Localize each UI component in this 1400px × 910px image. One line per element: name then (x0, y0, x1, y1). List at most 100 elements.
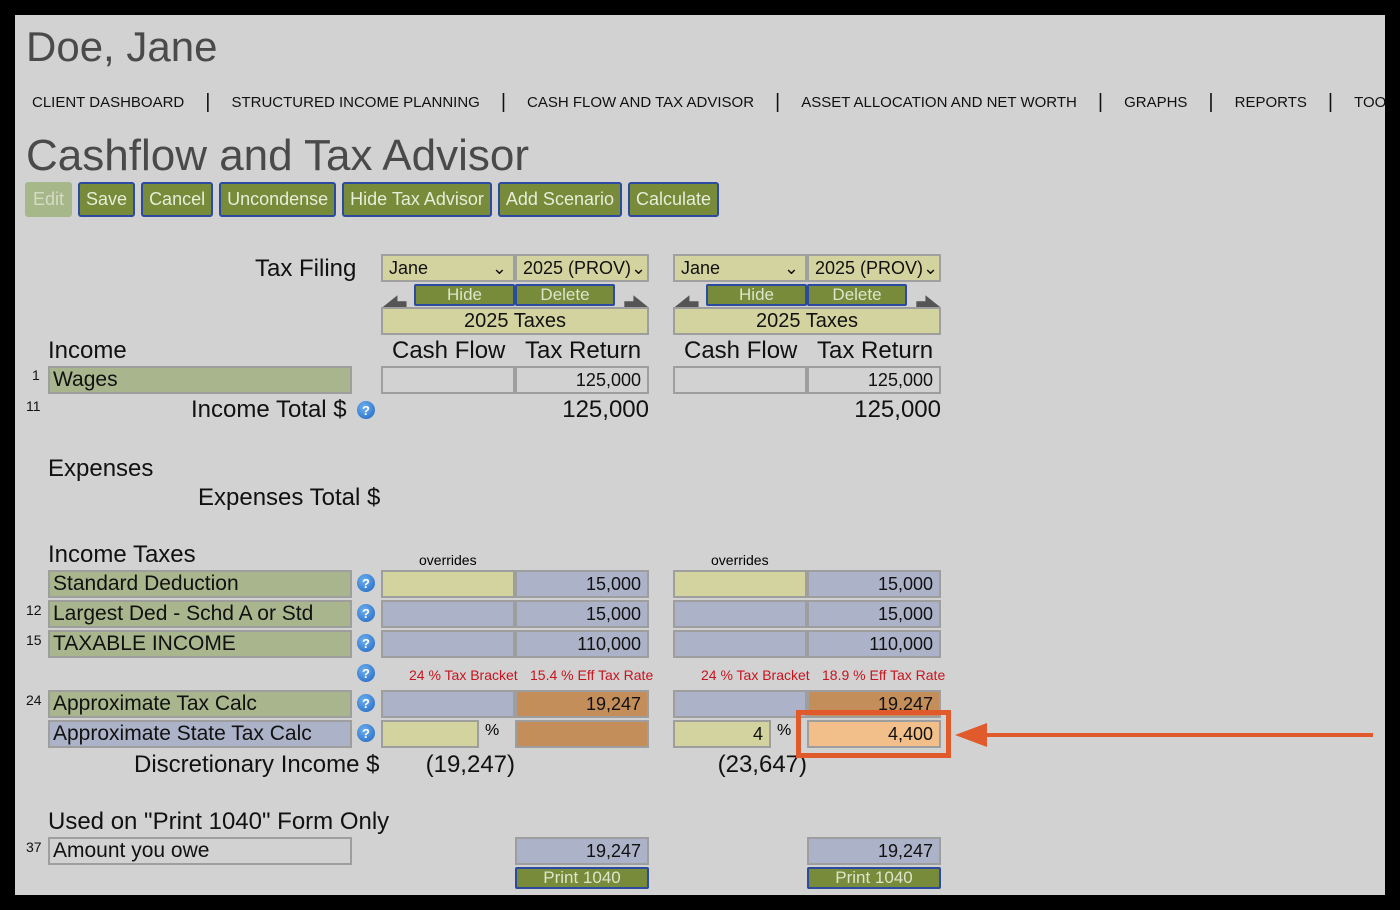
amount-owe-label: Amount you owe (48, 837, 352, 865)
approx-tax-label: Approximate Tax Calc (48, 690, 352, 718)
nav-item[interactable]: REPORTS (1234, 94, 1307, 111)
largest-ded-cash[interactable] (381, 600, 515, 628)
income-total-value: 125,000 (562, 396, 649, 423)
state-tax-value[interactable]: 4,400 (807, 720, 941, 748)
scenario-header: 2025 Taxes (673, 307, 941, 335)
print-1040-button[interactable]: Print 1040 (515, 867, 649, 889)
callout-arrow-icon (955, 723, 1373, 747)
largest-ded-value[interactable]: 15,000 (515, 600, 649, 628)
largest-ded-cash[interactable] (673, 600, 807, 628)
print-1040-button[interactable]: Print 1040 (807, 867, 941, 889)
chevron-down-icon: ⌄ (923, 257, 939, 278)
cancel-button[interactable]: Cancel (141, 182, 214, 217)
overrides-label: overrides (711, 552, 769, 568)
scenario-header: 2025 Taxes (381, 307, 649, 335)
state-tax-pct-input[interactable] (381, 720, 479, 748)
taxable-cash[interactable] (381, 630, 515, 658)
tax-filing-label: Tax Filing (255, 255, 357, 282)
chevron-down-icon: ⌄ (631, 257, 647, 278)
uncondense-button[interactable]: Uncondense (219, 182, 337, 217)
hide-button[interactable]: Hide (706, 284, 807, 306)
taxable-cash[interactable] (673, 630, 807, 658)
wages-tax-input[interactable]: 125,000 (807, 366, 941, 394)
help-icon[interactable]: ? (357, 574, 375, 592)
expenses-total-label: Expenses Total $ (198, 484, 381, 511)
nav-item[interactable]: TOOLS (1354, 94, 1385, 111)
std-ded-value[interactable]: 15,000 (515, 570, 649, 598)
tax-return-heading: Tax Return (525, 337, 642, 364)
calculate-button[interactable]: Calculate (627, 182, 720, 217)
nav-item[interactable]: ASSET ALLOCATION AND NET WORTH (801, 94, 1077, 111)
nav-item[interactable]: GRAPHS (1124, 94, 1188, 111)
delete-button[interactable]: Delete (807, 284, 907, 306)
line-number: 12 (26, 602, 42, 618)
nav-separator: | (1097, 91, 1104, 113)
line-number: 11 (26, 398, 41, 414)
taxable-value[interactable]: 110,000 (515, 630, 649, 658)
std-ded-value[interactable]: 15,000 (807, 570, 941, 598)
page: Doe, Jane CLIENT DASHBOARD | STRUCTURED IN… (15, 15, 1385, 895)
discretionary-value: (23,647) (717, 751, 807, 778)
toolbar: Edit Save Cancel Uncondense Hide Tax Advisor… (25, 182, 720, 217)
amount-owe-value[interactable]: 19,247 (515, 837, 649, 865)
nav-separator: | (500, 91, 507, 113)
tax-return-heading: Tax Return (817, 337, 934, 364)
line-number: 15 (26, 632, 42, 648)
client-name: Doe, Jane (26, 23, 218, 70)
eff-tax-rate: 18.9 % Eff Tax Rate (822, 667, 946, 683)
add-scenario-button[interactable]: Add Scenario (497, 182, 622, 217)
approx-tax-cash[interactable] (381, 690, 515, 718)
help-icon[interactable]: ? (357, 401, 375, 419)
std-ded-label: Standard Deduction (48, 570, 352, 598)
expenses-heading: Expenses (48, 455, 154, 482)
nav-separator: | (1208, 91, 1214, 113)
line-number: 37 (26, 839, 42, 855)
chevron-down-icon: ⌄ (491, 257, 507, 278)
state-tax-label: Approximate State Tax Calc (48, 720, 352, 748)
help-icon[interactable]: ? (357, 664, 375, 682)
person-select[interactable]: Jane ⌄ (673, 254, 807, 282)
help-icon[interactable]: ? (357, 634, 375, 652)
discretionary-value: (19,247) (425, 751, 515, 778)
std-ded-override-input[interactable] (673, 570, 807, 598)
person-value: Jane (389, 257, 429, 278)
wages-label: Wages (48, 366, 352, 394)
state-tax-value[interactable] (515, 720, 649, 748)
wages-cash-input[interactable] (673, 366, 807, 394)
largest-ded-value[interactable]: 15,000 (807, 600, 941, 628)
income-taxes-heading: Income Taxes (48, 541, 196, 568)
income-total-value: 125,000 (854, 396, 941, 423)
nav-item[interactable]: STRUCTURED INCOME PLANNING (231, 94, 480, 111)
help-icon[interactable]: ? (357, 694, 375, 712)
hide-tax-advisor-button[interactable]: Hide Tax Advisor (342, 182, 492, 217)
person-select[interactable]: Jane ⌄ (381, 254, 515, 282)
edit-button[interactable]: Edit (25, 182, 73, 217)
line-number: 24 (26, 692, 42, 708)
percent-sign: % (777, 722, 792, 739)
delete-button[interactable]: Delete (515, 284, 615, 306)
nav-separator: | (775, 91, 781, 113)
amount-owe-value[interactable]: 19,247 (807, 837, 941, 865)
page-title: Cashflow and Tax Advisor (26, 131, 530, 180)
approx-tax-cash[interactable] (673, 690, 807, 718)
tax-bracket: 24 % Tax Bracket (409, 667, 518, 683)
wages-cash-input[interactable] (381, 366, 515, 394)
nav-item[interactable]: CLIENT DASHBOARD (32, 94, 185, 111)
help-icon[interactable]: ? (357, 724, 375, 742)
std-ded-override-input[interactable] (381, 570, 515, 598)
discretionary-label: Discretionary Income $ (134, 751, 380, 778)
year-select[interactable]: 2025 (PROV) ⌄ (807, 254, 941, 282)
hide-button[interactable]: Hide (414, 284, 515, 306)
save-button[interactable]: Save (78, 182, 136, 217)
nav-item[interactable]: CASH FLOW AND TAX ADVISOR (527, 94, 755, 111)
approx-tax-value[interactable]: 19,247 (515, 690, 649, 718)
tax-bracket: 24 % Tax Bracket (701, 667, 810, 683)
help-icon[interactable]: ? (357, 604, 375, 622)
chevron-down-icon: ⌄ (783, 257, 799, 278)
year-select[interactable]: 2025 (PROV) ⌄ (515, 254, 649, 282)
state-tax-pct-input[interactable]: 4 (673, 720, 771, 748)
taxable-value[interactable]: 110,000 (807, 630, 941, 658)
wages-tax-input[interactable]: 125,000 (515, 366, 649, 394)
year-value: 2025 (PROV) (523, 257, 632, 278)
cash-flow-heading: Cash Flow (392, 337, 506, 364)
